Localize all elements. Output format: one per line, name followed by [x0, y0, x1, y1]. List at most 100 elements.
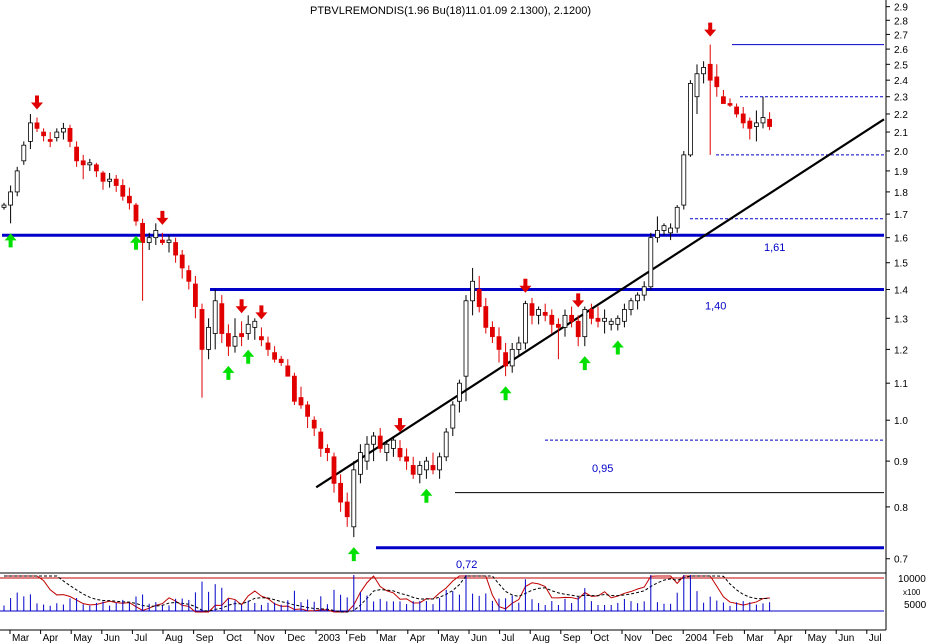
candle-body	[212, 300, 218, 334]
level-label: 0,95	[592, 463, 613, 475]
candle-body	[727, 103, 733, 106]
candle-body	[21, 144, 27, 162]
candle-body	[668, 227, 673, 234]
x-tick-label: Jun	[104, 633, 120, 644]
buy-arrow-icon	[242, 349, 255, 364]
candle-body	[456, 382, 462, 402]
candle-body	[364, 443, 370, 462]
candle-body	[595, 317, 601, 322]
candle-body	[140, 222, 146, 243]
x-tick-label: Jul	[134, 633, 147, 644]
x-tick-label: Mar	[12, 633, 30, 644]
candle-body	[747, 120, 753, 129]
y-tick-label: 2.4	[894, 76, 908, 87]
candle-body	[754, 122, 759, 127]
oscillator-line	[4, 575, 770, 613]
candle-body	[721, 96, 726, 104]
candle-body	[509, 348, 515, 367]
trend-line	[315, 118, 885, 489]
candle-body	[107, 178, 112, 182]
sell-arrow-icon	[156, 210, 169, 225]
candle-body	[648, 237, 654, 288]
y-tick-label: 1.7	[894, 210, 908, 221]
candle-body	[542, 311, 548, 316]
candle-body	[377, 435, 383, 449]
candle-body	[390, 439, 396, 449]
candle-body	[423, 460, 429, 471]
x-tick-label: Jul	[502, 633, 515, 644]
candle-body	[430, 465, 436, 471]
candle-body	[489, 326, 495, 338]
candle-body	[133, 204, 139, 222]
buy-arrow-icon	[222, 365, 235, 380]
volume-scale-tick: 10000	[898, 574, 926, 585]
candle-body	[476, 289, 482, 307]
candle-body	[74, 146, 79, 162]
candle-body	[569, 314, 574, 322]
candle-body	[397, 447, 403, 458]
candle-body	[318, 431, 324, 449]
candle-body	[470, 280, 476, 302]
candle-body	[701, 67, 706, 75]
y-tick-label: 1.1	[894, 379, 908, 390]
candle-body	[278, 358, 284, 363]
sell-arrow-icon	[235, 299, 248, 314]
candle-body	[714, 76, 720, 88]
candle-body	[166, 239, 172, 243]
candle-body	[628, 300, 634, 310]
candle-body	[127, 195, 132, 204]
y-tick-label: 2.6	[894, 45, 908, 56]
candle-body	[206, 326, 212, 350]
x-tick-label: Apr	[410, 633, 426, 644]
x-tick-label: 2003	[318, 633, 341, 644]
candle-body	[338, 482, 344, 503]
candle-body	[146, 237, 152, 243]
candle-body	[635, 294, 640, 302]
level-label: 1,61	[764, 242, 785, 254]
x-tick-label: Nov	[257, 633, 275, 644]
candle-body	[94, 164, 99, 172]
candle-body	[272, 352, 278, 360]
candle-body	[688, 83, 693, 156]
candle-body	[384, 443, 390, 453]
candle-body	[707, 63, 713, 81]
y-tick-label: 1.9	[894, 167, 908, 178]
candle-body	[575, 320, 581, 338]
candle-body	[61, 127, 66, 133]
sell-arrow-icon	[704, 22, 717, 37]
chart-title: PTBVLREMONDIS(1.96 Bu(18)11.01.09 2.1300…	[310, 5, 591, 17]
y-tick-label: 2.5	[894, 60, 908, 71]
buy-arrow-icon	[347, 547, 360, 562]
candle-body	[351, 469, 357, 528]
candle-body	[483, 306, 489, 328]
candle-body	[285, 365, 291, 377]
candle-body	[1, 204, 7, 208]
y-tick-label: 0.7	[894, 555, 908, 566]
sell-arrow-icon	[519, 278, 532, 293]
candle-body	[549, 314, 555, 325]
level-label: 1,40	[705, 301, 726, 313]
y-tick-label: 2.9	[894, 3, 908, 14]
buy-arrow-icon	[4, 233, 17, 248]
candle-body	[734, 106, 739, 115]
candle-body	[589, 309, 594, 319]
x-tick-label: Sep	[196, 633, 214, 644]
candle-body	[87, 162, 93, 166]
x-tick-label: Aug	[532, 633, 550, 644]
candle-body	[496, 336, 502, 350]
x-tick-label: Feb	[716, 633, 734, 644]
candle-body	[232, 336, 238, 347]
x-tick-label: Jun	[838, 633, 854, 644]
buy-arrow-icon	[611, 340, 624, 355]
x-tick-label: Nov	[624, 633, 642, 644]
candle-body	[67, 127, 73, 142]
x-tick-label: Apr	[43, 633, 59, 644]
candle-body	[767, 118, 772, 127]
y-tick-label: 1.4	[894, 286, 908, 297]
candle-body	[252, 320, 258, 328]
y-tick-label: 2.2	[894, 110, 908, 121]
y-tick-label: 2.3	[894, 93, 908, 104]
candle-body	[120, 185, 126, 197]
